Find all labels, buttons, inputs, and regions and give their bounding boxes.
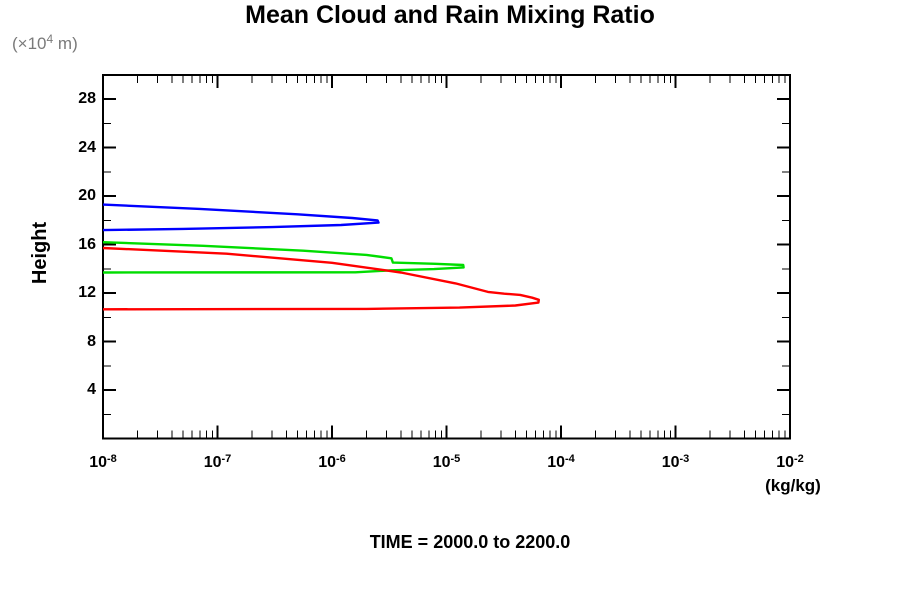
x-axis-tick-label: 10-2 <box>776 453 804 471</box>
time-range-label: TIME = 2000.0 to 2200.0 <box>369 532 571 552</box>
x-axis-tick-label: 10-8 <box>89 453 117 471</box>
curve-green-profile <box>102 241 465 274</box>
curve-blue-profile <box>102 203 380 232</box>
y-axis-tick-label: 28 <box>78 90 96 108</box>
y-axis-tick-label: 4 <box>87 381 96 399</box>
x-axis-tick-label: 10-6 <box>318 453 346 471</box>
x-axis-tick-label: 10-5 <box>432 453 461 471</box>
y-axis-tick-label: 8 <box>87 332 96 350</box>
y-axis-tick-label: 24 <box>78 138 96 156</box>
y-axis-tick-label: 20 <box>78 187 96 205</box>
y-axis-tick-label: 12 <box>78 284 96 302</box>
axes-box <box>102 74 791 440</box>
x-axis-tick-label: 10-4 <box>547 453 575 471</box>
y-unit-prefix: (×10 <box>12 34 47 53</box>
chart-title: Mean Cloud and Rain Mixing Ratio <box>245 1 655 29</box>
y-axis-tick-label: 16 <box>78 235 96 253</box>
curve-red-profile <box>102 246 540 311</box>
x-axis-unit-label: (kg/kg) <box>765 476 821 495</box>
y-axis-unit-label: (×104 m) <box>12 32 78 54</box>
y-unit-suffix: m) <box>53 34 78 53</box>
y-unit-exponent: 4 <box>46 32 54 46</box>
x-axis-tick-label: 10-7 <box>203 453 232 471</box>
x-axis-tick-label: 10-3 <box>661 453 690 471</box>
